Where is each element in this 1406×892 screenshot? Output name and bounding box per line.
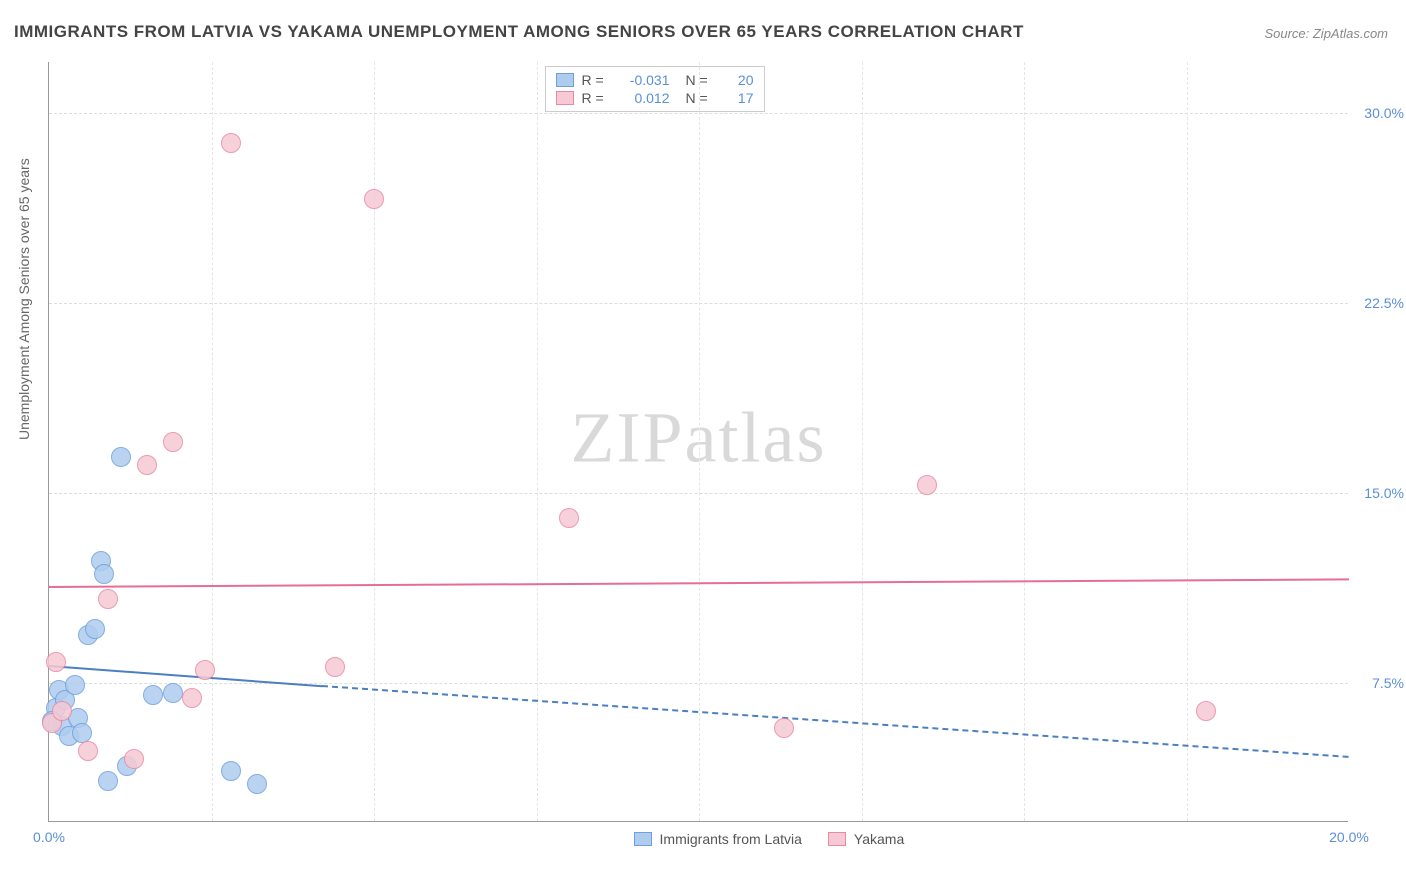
data-point xyxy=(182,688,202,708)
legend-item: Immigrants from Latvia xyxy=(634,831,802,847)
data-point xyxy=(98,589,118,609)
legend-r-value: 0.012 xyxy=(620,90,670,106)
data-point xyxy=(94,564,114,584)
data-point xyxy=(325,657,345,677)
data-point xyxy=(163,432,183,452)
y-tick-label: 7.5% xyxy=(1372,675,1404,691)
data-point xyxy=(98,771,118,791)
legend-swatch xyxy=(634,832,652,846)
source-attribution: Source: ZipAtlas.com xyxy=(1264,26,1388,41)
data-point xyxy=(774,718,794,738)
legend-series-label: Immigrants from Latvia xyxy=(660,831,802,847)
x-tick-label: 0.0% xyxy=(33,829,65,845)
data-point xyxy=(46,652,66,672)
y-tick-label: 22.5% xyxy=(1364,295,1404,311)
legend-n-label: N = xyxy=(686,90,716,106)
trend-line xyxy=(322,685,1349,758)
data-point xyxy=(52,701,72,721)
gridline-vertical xyxy=(374,62,375,821)
y-axis-label: Unemployment Among Seniors over 65 years xyxy=(16,158,32,440)
data-point xyxy=(917,475,937,495)
data-point xyxy=(559,508,579,528)
data-point xyxy=(163,683,183,703)
gridline-vertical xyxy=(699,62,700,821)
legend-series-label: Yakama xyxy=(854,831,904,847)
legend-swatch xyxy=(556,91,574,105)
legend-n-value: 20 xyxy=(724,72,754,88)
legend-swatch xyxy=(828,832,846,846)
data-point xyxy=(143,685,163,705)
legend-swatch xyxy=(556,73,574,87)
gridline-vertical xyxy=(1187,62,1188,821)
legend-row: R = -0.031 N = 20 xyxy=(556,71,754,89)
legend-n-label: N = xyxy=(686,72,716,88)
data-point xyxy=(124,749,144,769)
legend-n-value: 17 xyxy=(724,90,754,106)
correlation-legend: R = -0.031 N = 20 R = 0.012 N = 17 xyxy=(545,66,765,112)
plot-area: ZIPatlas R =-0.031N =20R =0.012N =17 Imm… xyxy=(48,62,1348,822)
series-legend: Immigrants from Latvia Yakama xyxy=(634,831,905,847)
data-point xyxy=(137,455,157,475)
y-tick-label: 30.0% xyxy=(1364,105,1404,121)
data-point xyxy=(78,741,98,761)
gridline-vertical xyxy=(1024,62,1025,821)
data-point xyxy=(65,675,85,695)
gridline-vertical xyxy=(537,62,538,821)
data-point xyxy=(247,774,267,794)
gridline-vertical xyxy=(212,62,213,821)
data-point xyxy=(111,447,131,467)
data-point xyxy=(364,189,384,209)
data-point xyxy=(1196,701,1216,721)
data-point xyxy=(195,660,215,680)
trend-line xyxy=(49,665,322,687)
y-tick-label: 15.0% xyxy=(1364,485,1404,501)
data-point xyxy=(85,619,105,639)
legend-r-value: -0.031 xyxy=(620,72,670,88)
gridline-vertical xyxy=(862,62,863,821)
legend-r-label: R = xyxy=(582,72,612,88)
legend-r-label: R = xyxy=(582,90,612,106)
x-tick-label: 20.0% xyxy=(1329,829,1369,845)
chart-title: IMMIGRANTS FROM LATVIA VS YAKAMA UNEMPLO… xyxy=(14,22,1024,42)
data-point xyxy=(221,761,241,781)
legend-item: Yakama xyxy=(828,831,904,847)
legend-row: R = 0.012 N = 17 xyxy=(556,89,754,107)
data-point xyxy=(221,133,241,153)
